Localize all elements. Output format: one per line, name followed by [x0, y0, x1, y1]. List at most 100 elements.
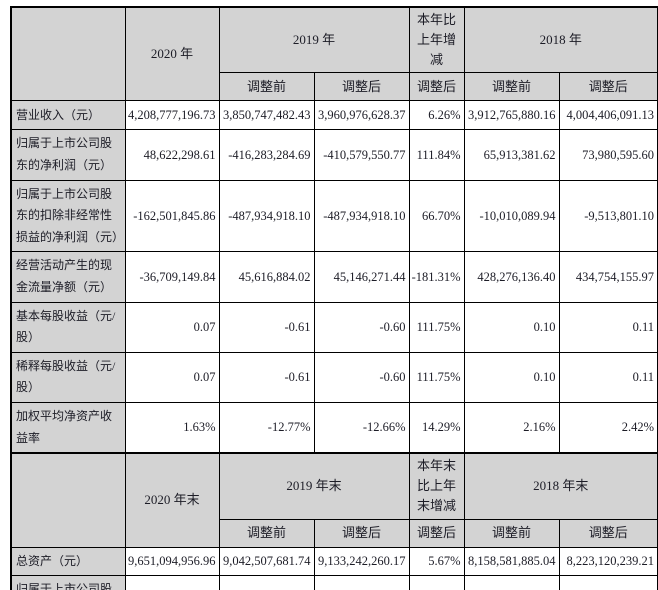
- row-label: 基本每股收益（元/股）: [10, 301, 126, 353]
- cell-value: 1.63%: [124, 401, 220, 454]
- header-yearend-change: 本年末比上年末增减: [408, 452, 465, 520]
- cell-value: 0.11: [558, 351, 658, 403]
- cell-value: 2,914,198,188.29: [218, 575, 315, 590]
- cell-value: 3,960,976,628.37: [313, 100, 410, 131]
- cell-value: 3,467,414,630.50: [463, 575, 560, 590]
- table-row: 归属于上市公司股东的净利润（元） 48,622,298.61 -416,283,…: [10, 129, 658, 181]
- row-label: 加权平均净资产收益率: [10, 401, 126, 454]
- cell-value: 9,133,242,260.17: [313, 546, 410, 577]
- cell-value: -12.77%: [218, 401, 315, 454]
- subheader-2019-before: 调整前: [218, 72, 315, 102]
- cell-value: -0.61: [218, 301, 315, 353]
- header-2020: 2020 年: [124, 6, 220, 102]
- section-period-end: 2020 年末 2019 年末 本年末比上年末增减 2018 年末 调整前 调整…: [10, 452, 658, 590]
- cell-value: 434,754,155.97: [558, 251, 658, 303]
- cell-value: -487,934,918.10: [313, 179, 410, 253]
- cell-value: 0.10: [463, 351, 560, 403]
- cell-value: 3,850,747,482.43: [218, 100, 315, 131]
- header-row-yearend: 2020 年末 2019 年末 本年末比上年末增减 2018 年末: [10, 452, 658, 548]
- header-row-adjust: 调整前 调整后 调整后 调整前 调整后: [11, 518, 658, 548]
- row-label: 营业收入（元）: [10, 100, 126, 131]
- header-yoy-change: 本年比上年增减: [408, 6, 465, 74]
- cell-value: 6.26%: [408, 100, 465, 131]
- cell-value: 45,616,884.02: [218, 251, 315, 303]
- subheader-change-after: 调整后: [408, 518, 465, 548]
- subheader-2019-after: 调整后: [313, 518, 410, 548]
- table-row: 归属于上市公司股东的扣除非经常性损益的净利润（元） -162,501,845.8…: [10, 179, 658, 253]
- cell-value: 9,042,507,681.74: [218, 546, 315, 577]
- header-2018-end: 2018 年末: [463, 452, 658, 520]
- section-annual: 2020 年 2019 年 本年比上年增减 2018 年 调整前 调整后 调整后…: [10, 6, 658, 454]
- cell-value: 0.07: [124, 301, 220, 353]
- cell-value: -12.66%: [313, 401, 410, 454]
- table-row: 归属于上市公司股东的净资产（元） 2,950,169,996.80 2,914,…: [10, 575, 658, 590]
- table-row: 总资产（元） 9,651,094,956.96 9,042,507,681.74…: [10, 546, 658, 577]
- cell-value: 73,980,595.60: [558, 129, 658, 181]
- cell-value: 8,158,581,885.04: [463, 546, 560, 577]
- cell-value: 4,004,406,091.13: [558, 100, 658, 131]
- cell-value: -162,501,845.86: [124, 179, 220, 253]
- cell-value: 65,913,381.62: [463, 129, 560, 181]
- cell-value: 2.42%: [558, 401, 658, 454]
- table-row: 稀释每股收益（元/股） 0.07 -0.61 -0.60 111.75% 0.1…: [10, 351, 658, 403]
- cell-value: -0.61: [218, 351, 315, 403]
- cell-value: 66.70%: [408, 179, 465, 253]
- subheader-2018-before: 调整前: [463, 518, 560, 548]
- table-row: 基本每股收益（元/股） 0.07 -0.61 -0.60 111.75% 0.1…: [10, 301, 658, 353]
- table-row: 营业收入（元） 4,208,777,196.73 3,850,747,482.4…: [10, 100, 658, 131]
- cell-value: 0.07: [124, 351, 220, 403]
- row-label: 经营活动产生的现金流量净额（元）: [10, 251, 126, 303]
- cell-value: 111.75%: [408, 351, 465, 403]
- subheader-2018-after: 调整后: [558, 72, 658, 102]
- header-row-years: 2020 年 2019 年 本年比上年增减 2018 年: [10, 6, 658, 102]
- cell-value: 3,506,044,871.69: [558, 575, 658, 590]
- subheader-change-after: 调整后: [408, 72, 465, 102]
- cell-value: -0.60: [313, 351, 410, 403]
- header-2019: 2019 年: [218, 6, 410, 74]
- row-label: 归属于上市公司股东的净利润（元）: [10, 129, 126, 181]
- cell-value: -9,513,801.10: [558, 179, 658, 253]
- subheader-2018-before: 调整前: [463, 72, 560, 102]
- cell-value: -0.60: [313, 301, 410, 353]
- header-2020-end: 2020 年末: [124, 452, 220, 548]
- cell-value: 111.75%: [408, 301, 465, 353]
- cell-value: 4,208,777,196.73: [124, 100, 220, 131]
- header-2019-end: 2019 年末: [218, 452, 410, 520]
- subheader-2018-after: 调整后: [558, 518, 658, 548]
- financial-summary-table: 2020 年 2019 年 本年比上年增减 2018 年 调整前 调整后 调整后…: [10, 6, 658, 590]
- cell-value: 2,950,169,996.80: [124, 575, 220, 590]
- cell-value: -10,010,089.94: [463, 179, 560, 253]
- cell-value: 2.16%: [463, 401, 560, 454]
- cell-value: -0.19%: [408, 575, 465, 590]
- row-label: 总资产（元）: [10, 546, 126, 577]
- cell-value: 8,223,120,239.21: [558, 546, 658, 577]
- header-blank: [10, 6, 126, 102]
- table-row: 经营活动产生的现金流量净额（元） -36,709,149.84 45,616,8…: [10, 251, 658, 303]
- row-label: 稀释每股收益（元/股）: [10, 351, 126, 403]
- cell-value: 9,651,094,956.96: [124, 546, 220, 577]
- table-row: 加权平均净资产收益率 1.63% -12.77% -12.66% 14.29% …: [10, 401, 658, 454]
- subheader-2019-before: 调整前: [218, 518, 315, 548]
- row-label: 归属于上市公司股东的扣除非经常性损益的净利润（元）: [10, 179, 126, 253]
- cell-value: -416,283,284.69: [218, 129, 315, 181]
- cell-value: 3,912,765,880.16: [463, 100, 560, 131]
- header-2018: 2018 年: [463, 6, 658, 74]
- cell-value: -181.31%: [408, 251, 465, 303]
- row-label: 归属于上市公司股东的净资产（元）: [10, 575, 126, 590]
- cell-value: 428,276,136.40: [463, 251, 560, 303]
- header-blank: [10, 452, 126, 548]
- cell-value: 0.11: [558, 301, 658, 353]
- cell-value: -487,934,918.10: [218, 179, 315, 253]
- cell-value: 48,622,298.61: [124, 129, 220, 181]
- cell-value: 5.67%: [408, 546, 465, 577]
- cell-value: -36,709,149.84: [124, 251, 220, 303]
- header-row-adjust: 调整前 调整后 调整后 调整前 调整后: [11, 72, 658, 102]
- cell-value: 2,955,832,163.40: [313, 575, 410, 590]
- cell-value: 14.29%: [408, 401, 465, 454]
- cell-value: 0.10: [463, 301, 560, 353]
- cell-value: 45,146,271.44: [313, 251, 410, 303]
- subheader-2019-after: 调整后: [313, 72, 410, 102]
- cell-value: 111.84%: [408, 129, 465, 181]
- cell-value: -410,579,550.77: [313, 129, 410, 181]
